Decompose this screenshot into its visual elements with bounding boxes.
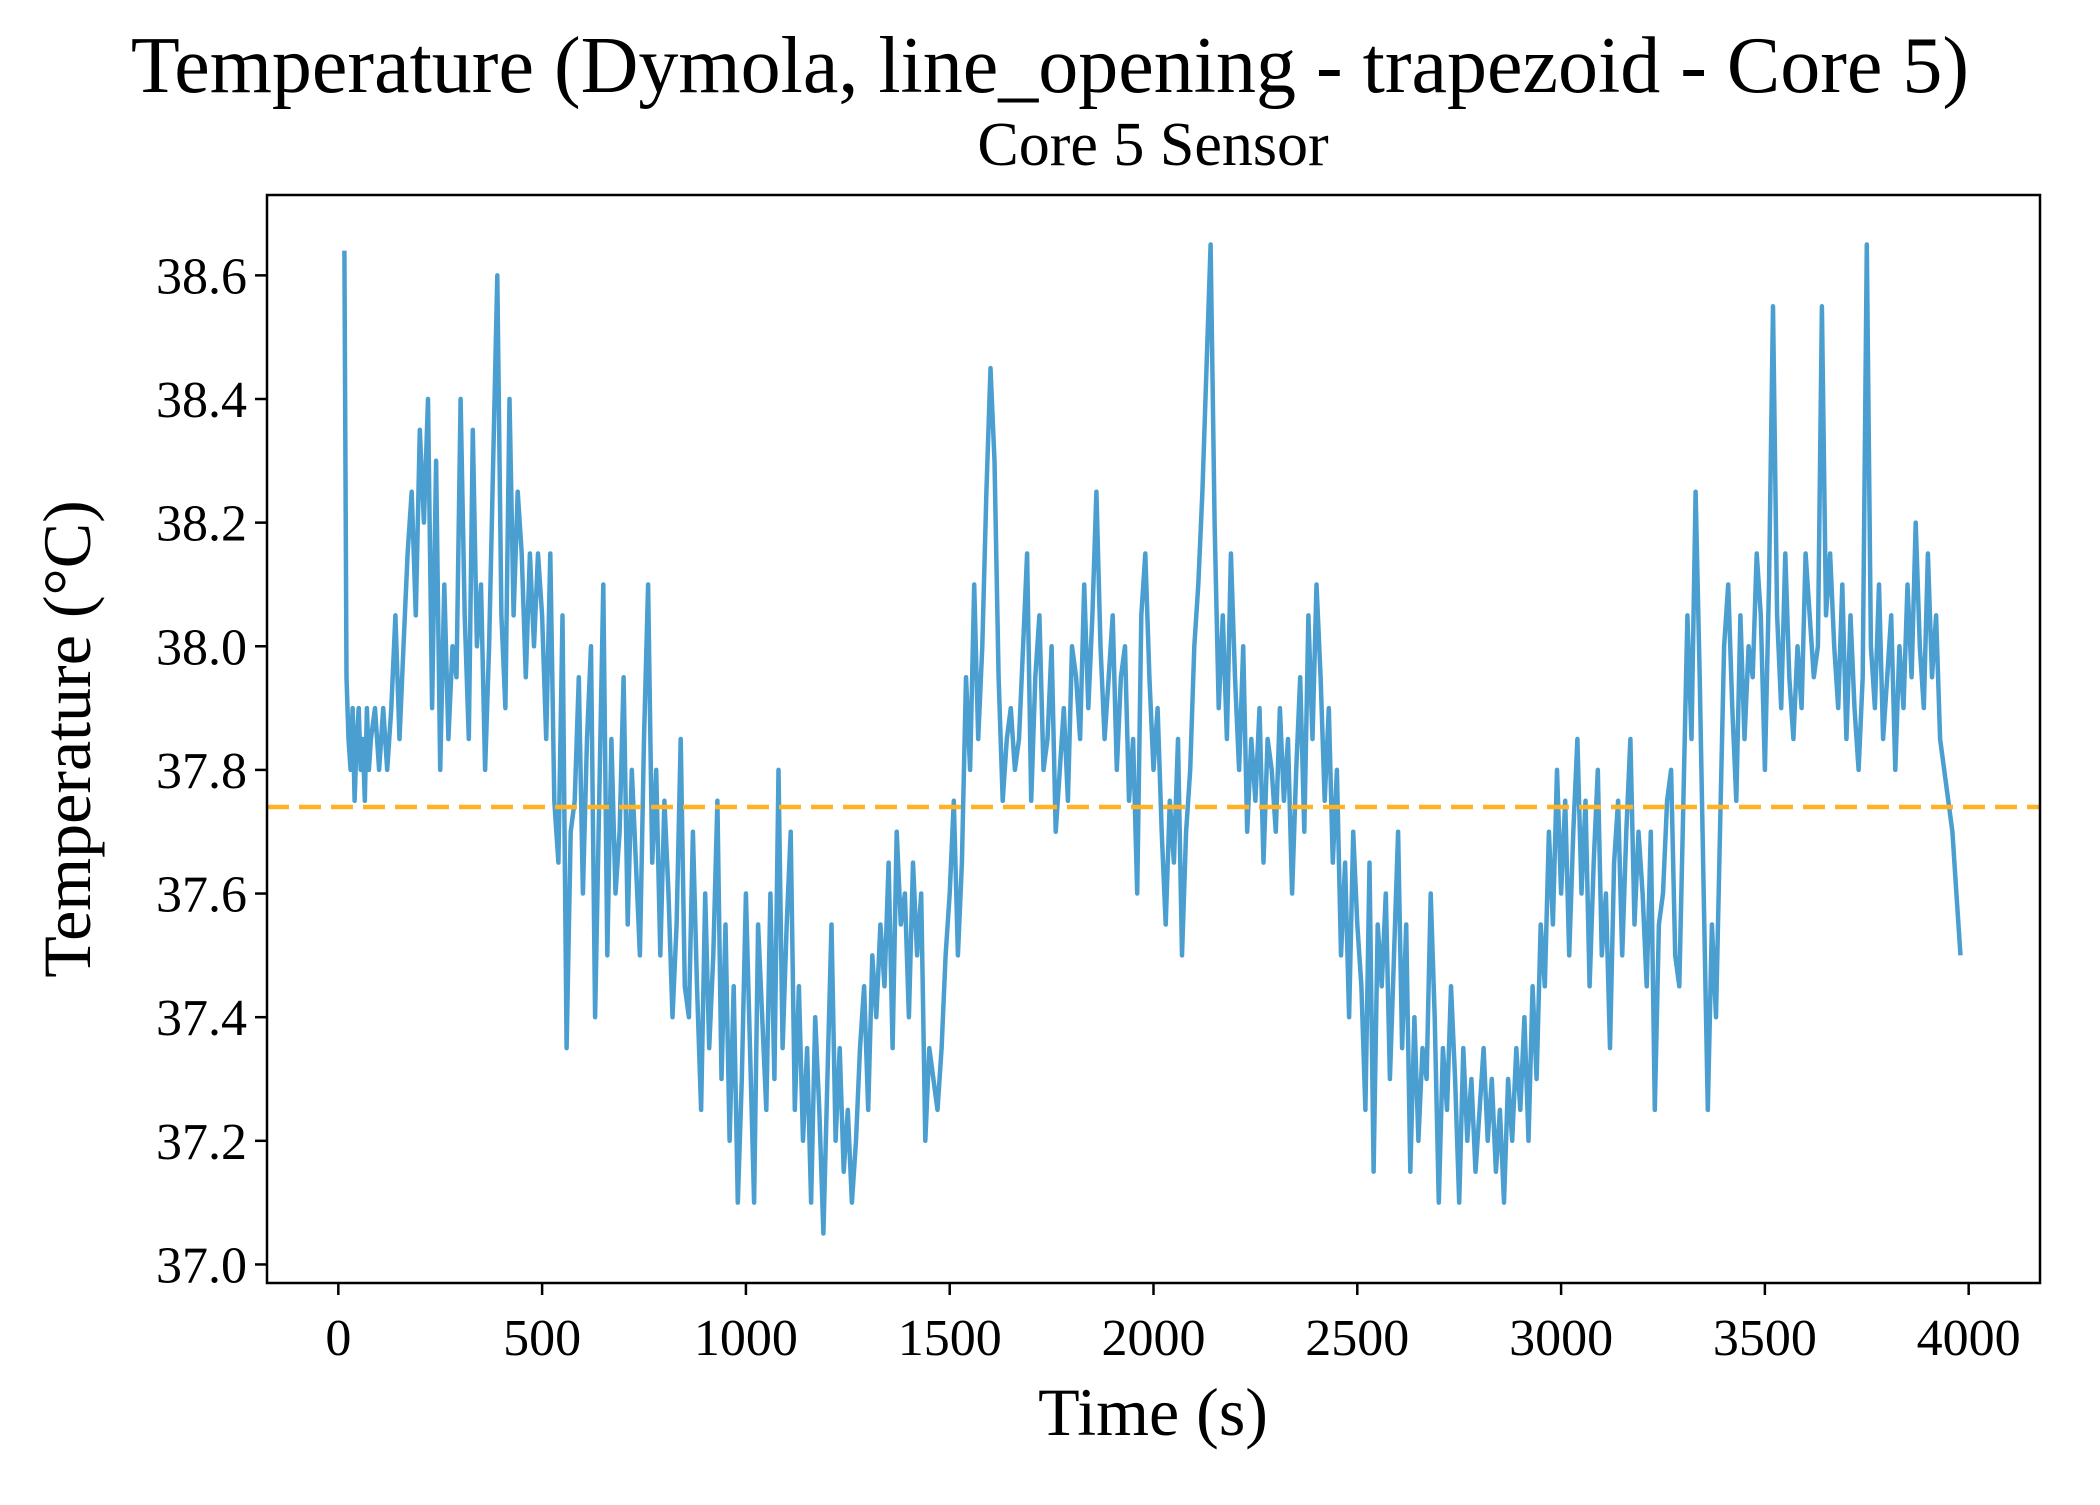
x-tick-label: 2000: [1102, 1310, 1206, 1367]
y-tick-label: 37.8: [156, 743, 247, 800]
y-tick-label: 38.0: [156, 619, 247, 676]
y-tick-label: 37.4: [156, 990, 247, 1047]
series-line-0: [342, 242, 1963, 1236]
x-tick-label: 1500: [898, 1310, 1002, 1367]
y-tick-label: 37.2: [156, 1114, 247, 1171]
plot-area: [267, 242, 2040, 1236]
y-tick-label: 38.2: [156, 496, 247, 553]
x-axis-label: Time (s): [1038, 1374, 1268, 1450]
x-tick-label: 4000: [1917, 1310, 2021, 1367]
x-tick-label: 3000: [1509, 1310, 1613, 1367]
y-axis-label: Temperature (°C): [29, 500, 105, 977]
y-axis-ticks: 37.0 37.2 37.4 37.6 37.8 38.0 38.2 38.4 38.6: [156, 248, 267, 1294]
y-tick-label: 37.0: [156, 1237, 247, 1294]
y-tick-label: 38.6: [156, 248, 247, 305]
x-tick-label: 1000: [694, 1310, 798, 1367]
x-tick-label: 500: [503, 1310, 581, 1367]
axes-frame: [265, 193, 2042, 1285]
y-tick-label: 37.6: [156, 867, 247, 924]
x-tick-label: 2500: [1305, 1310, 1409, 1367]
x-axis-ticks: 0 500 1000 1500 2000 2500 3000 3500 4000: [325, 1283, 2021, 1367]
x-tick-label: 3500: [1713, 1310, 1817, 1367]
chart-suptitle: Temperature (Dymola, line_opening - trap…: [131, 22, 1969, 110]
y-tick-label: 38.4: [156, 372, 247, 429]
chart-title: Core 5 Sensor: [977, 111, 1329, 179]
x-tick-label: 0: [325, 1310, 351, 1367]
